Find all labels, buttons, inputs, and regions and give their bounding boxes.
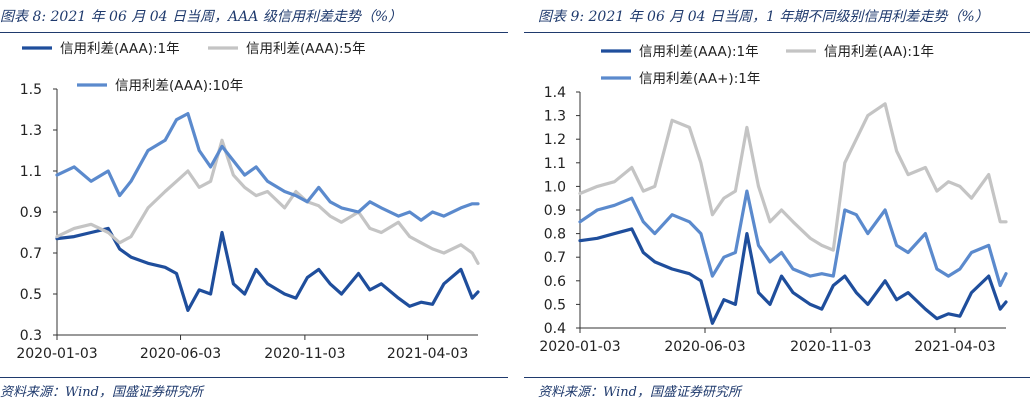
y-tick-label: 0.5	[544, 297, 566, 313]
legend-label: 信用利差(AA+):1年	[639, 71, 760, 87]
title-rule	[524, 32, 1030, 33]
legend-label: 信用利差(AAA):10年	[115, 78, 243, 94]
legend-label: 信用利差(AAA):1年	[639, 44, 759, 60]
series-line	[55, 226, 480, 312]
series-line	[578, 102, 1008, 252]
y-tick-label: 0.8	[544, 227, 566, 243]
series-line	[55, 111, 480, 222]
legend-label: 信用利差(AA):1年	[824, 44, 934, 60]
chart-source: 资料来源：Wind，国盛证券研究所	[538, 385, 741, 400]
series-line	[55, 138, 480, 265]
line-chart: 0.4 0.5 0.6 0.7 0.8 0.9 1.0 1.1 1.2 1.3 1.4 2020-01…	[539, 44, 1008, 355]
y-tick-label: 0.9	[544, 203, 566, 219]
y-tick-label: 0.5	[20, 287, 42, 303]
chart-panel-right: 图表 9: 2021 年 06 月 04 日当周，1 年期不同级别信用利差走势（…	[524, 0, 1032, 406]
x-tick-label: 2020-01-03	[539, 339, 620, 355]
legend-label: 信用利差(AAA):1年	[60, 41, 180, 57]
series-line	[578, 227, 1008, 325]
source-rule	[524, 377, 1030, 378]
y-tick-label: 1.1	[544, 156, 566, 172]
x-tick-label: 2021-04-03	[387, 346, 468, 362]
chart-title: 图表 9: 2021 年 06 月 04 日当周，1 年期不同级别信用利差走势（…	[538, 9, 989, 25]
chart-panel-left: 图表 8: 2021 年 06 月 04 日当周，AAA 级信用利差走势（%） …	[0, 0, 510, 406]
x-tick-label: 2021-04-03	[914, 339, 995, 355]
chart-title: 图表 8: 2021 年 06 月 04 日当周，AAA 级信用利差走势（%）	[0, 9, 403, 25]
y-tick-label: 0.3	[20, 328, 42, 344]
y-tick-label: 0.4	[544, 321, 566, 337]
x-tick-label: 2020-06-03	[140, 346, 221, 362]
y-tick-label: 1.3	[544, 109, 566, 125]
x-tick-label: 2020-11-03	[264, 346, 345, 362]
series-line	[578, 189, 1008, 288]
y-tick-label: 1.5	[20, 82, 42, 98]
y-tick-label: 0.9	[20, 205, 42, 221]
y-tick-label: 1.0	[544, 179, 566, 195]
x-tick-label: 2020-01-03	[16, 346, 97, 362]
title-rule	[0, 32, 508, 33]
y-tick-label: 0.6	[544, 274, 566, 290]
y-tick-label: 1.4	[544, 85, 566, 101]
source-rule	[0, 377, 508, 378]
chart-source: 资料来源：Wind，国盛证券研究所	[0, 385, 203, 400]
y-tick-label: 1.1	[20, 164, 42, 180]
line-chart: 0.3 0.5 0.7 0.9 1.1 1.3 1.5 2020-01-03 2020-06-0…	[16, 41, 480, 362]
legend-label: 信用利差(AAA):5年	[246, 41, 366, 57]
y-tick-label: 1.2	[544, 132, 566, 148]
y-tick-label: 0.7	[544, 250, 566, 266]
x-tick-label: 2020-11-03	[790, 339, 871, 355]
y-tick-label: 0.7	[20, 246, 42, 262]
x-tick-label: 2020-06-03	[664, 339, 745, 355]
y-tick-label: 1.3	[20, 123, 42, 139]
